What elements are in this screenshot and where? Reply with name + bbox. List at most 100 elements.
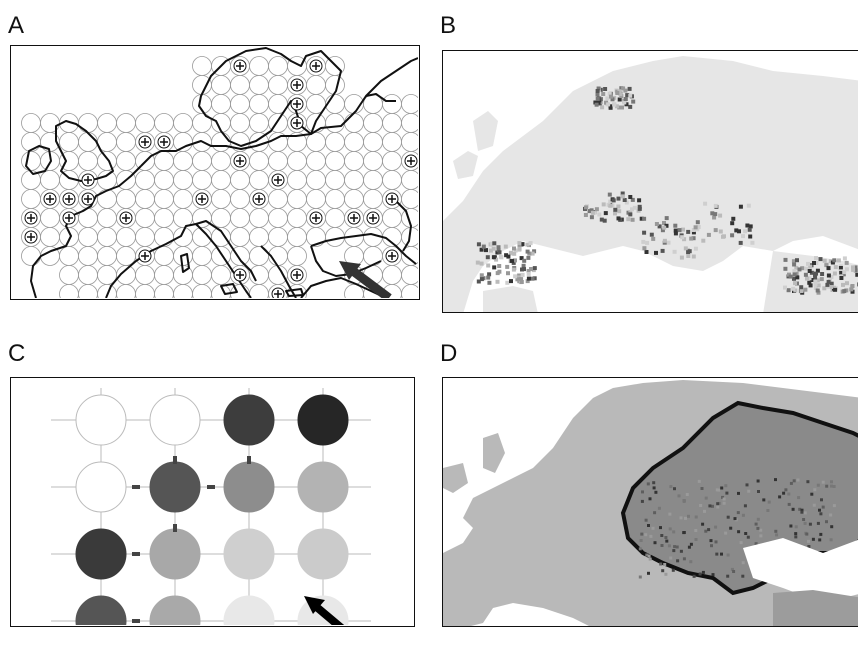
suitability-pixel <box>808 283 813 288</box>
suitability-pixel <box>637 204 642 209</box>
plus-cross-icon <box>195 192 209 206</box>
grid-circle <box>230 208 250 228</box>
spread-pixel <box>794 535 798 539</box>
spread-pixel <box>825 484 829 488</box>
grid-circle <box>401 170 418 190</box>
suitability-pixel <box>672 249 677 254</box>
plus-cross-icon <box>24 211 38 225</box>
suitability-pixel <box>842 289 847 294</box>
grid-circle <box>78 151 98 171</box>
suitability-pixel <box>807 280 812 285</box>
suitability-pixel <box>666 240 671 245</box>
spread-pixel <box>715 488 719 492</box>
suitability-pixel <box>809 270 814 275</box>
spread-pixel <box>651 526 655 530</box>
spread-pixel <box>644 518 648 522</box>
suitability-pixel <box>615 91 620 95</box>
suitability-pixel <box>529 267 533 271</box>
suitability-pixel <box>833 265 838 270</box>
spread-pixel <box>794 525 798 529</box>
suitability-pixel <box>628 104 633 109</box>
suitability-pixel <box>491 255 496 260</box>
plus-cross-icon <box>43 192 57 206</box>
suitability-pixel <box>738 240 743 245</box>
plus-cross-icon <box>309 59 323 73</box>
suitability-pixel <box>706 232 711 237</box>
panel-b-raster-map <box>442 50 858 313</box>
suitability-pixel <box>813 279 818 284</box>
suitability-pixel <box>828 259 833 264</box>
grid-circle <box>401 94 418 114</box>
spread-pixel <box>792 479 796 483</box>
suitability-pixel <box>703 201 708 206</box>
suitability-pixel <box>512 246 516 251</box>
plus-cross-icon <box>119 211 133 225</box>
spread-pixel <box>759 528 763 532</box>
spread-pixel <box>725 491 729 495</box>
spread-pixel <box>708 504 712 508</box>
grid-circle <box>382 94 402 114</box>
coastline <box>25 47 418 298</box>
spread-pixel <box>745 483 749 487</box>
spread-pixel <box>774 529 778 533</box>
spread-pixel <box>672 549 676 553</box>
suitability-pixel <box>476 242 481 247</box>
grid-circle <box>78 246 98 266</box>
grid-circle <box>382 208 402 228</box>
suitability-pixel <box>799 289 804 293</box>
suitability-pixel <box>481 244 486 249</box>
suitability-pixel <box>599 217 604 222</box>
panel-d-spread-map <box>442 377 858 627</box>
suitability-pixel <box>822 258 827 263</box>
spread-pixel <box>647 524 650 527</box>
suitability-pixel <box>595 89 600 93</box>
spread-pixel <box>830 525 834 529</box>
suitability-pixel <box>813 286 818 291</box>
suitability-pixel <box>497 264 502 268</box>
grid-cell <box>149 461 201 513</box>
spread-pixel <box>818 538 822 542</box>
spread-pixel <box>747 489 751 493</box>
suitability-pixel <box>681 227 685 232</box>
suitability-pixel <box>841 282 845 287</box>
grid-circle <box>306 170 326 190</box>
spread-pixel <box>682 531 686 535</box>
grid-circle <box>154 265 174 285</box>
suitability-pixel <box>506 254 511 259</box>
suitability-pixel <box>630 207 634 212</box>
spread-pixel <box>816 521 820 525</box>
suitability-pixel <box>594 102 599 107</box>
grid-circle <box>154 284 174 298</box>
spread-pixel <box>679 516 683 520</box>
grid-circle <box>192 284 212 298</box>
suitability-pixel <box>479 247 484 252</box>
grid-circle <box>230 227 250 247</box>
plus-cross-icon <box>271 287 285 298</box>
suitability-pixel <box>839 271 844 275</box>
suitability-pixel <box>745 223 750 228</box>
suitability-pixel <box>799 285 804 290</box>
suitability-pixel <box>793 281 797 286</box>
suitability-pixel <box>526 271 531 276</box>
grid-circle <box>287 170 307 190</box>
spread-pixel <box>739 541 743 545</box>
grid-circle <box>306 151 326 171</box>
suitability-pixel <box>809 278 814 282</box>
spread-pixel <box>668 527 672 531</box>
suitability-pixel <box>701 238 706 243</box>
suitability-pixel <box>605 96 610 101</box>
suitability-pixel <box>496 248 501 253</box>
panel-label-a: A <box>8 12 25 39</box>
spread-pixel <box>722 497 726 501</box>
suitability-pixel <box>788 274 793 279</box>
suitability-pixel <box>520 267 524 272</box>
grid-circle <box>382 113 402 133</box>
grid-circle <box>116 151 136 171</box>
grid-circle <box>154 227 174 247</box>
spread-pixel <box>714 540 718 544</box>
land-mass-white-patches <box>443 378 858 603</box>
spread-pixel <box>800 508 804 512</box>
spread-pixel <box>648 497 652 501</box>
spread-pixel <box>698 572 702 576</box>
suitability-pixel <box>792 272 797 277</box>
